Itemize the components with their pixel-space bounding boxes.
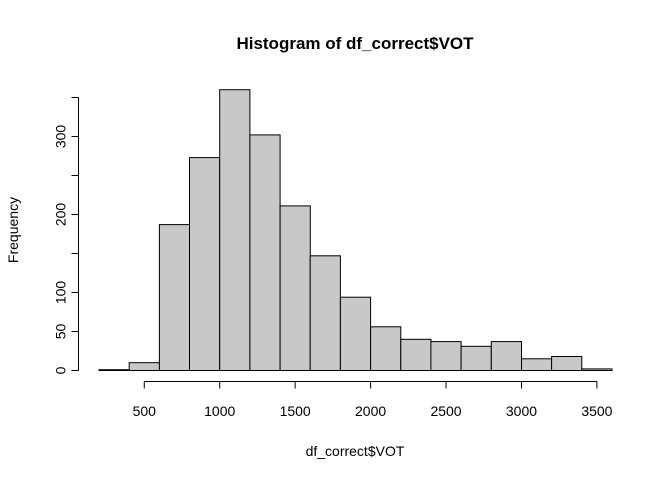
histogram-bar: [400, 338, 432, 371]
chart-title: Histogram of df_correct$VOT: [236, 34, 474, 53]
histogram-bar: [521, 358, 553, 371]
histogram-bar: [551, 356, 583, 371]
x-axis-label: df_correct$VOT: [306, 443, 405, 459]
x-tick-label: 2500: [430, 403, 461, 419]
histogram-bar: [370, 326, 402, 371]
histogram-bar: [189, 157, 221, 371]
y-tick-label: 50: [53, 324, 69, 340]
y-axis-label: Frequency: [5, 197, 21, 263]
histogram-bar: [309, 255, 341, 371]
y-tick-label: 200: [53, 203, 69, 227]
histogram-bar: [128, 362, 160, 372]
histogram-bar: [219, 89, 251, 371]
histogram-bar: [98, 369, 130, 372]
x-axis: 500 1000 1500 2000 2500 3000 3500: [133, 381, 613, 419]
histogram-bar: [279, 205, 311, 371]
histogram-bar: [430, 341, 462, 372]
y-tick-label: 0: [53, 366, 69, 374]
y-tick-label: 300: [53, 125, 69, 149]
y-axis: 0 50 100 200 300: [53, 97, 79, 374]
histogram-bar: [158, 224, 191, 371]
x-tick-label: 3000: [506, 403, 537, 419]
x-tick-label: 500: [133, 403, 157, 419]
x-tick-label: 3500: [581, 403, 612, 419]
y-tick-label: 100: [53, 281, 69, 305]
histogram-bar: [490, 341, 522, 372]
x-tick-label: 1000: [204, 403, 235, 419]
histogram-bar: [581, 368, 613, 371]
bars-group: [98, 89, 613, 372]
x-tick-label: 1500: [280, 403, 311, 419]
histogram-bar: [249, 134, 281, 371]
x-tick-label: 2000: [355, 403, 386, 419]
histogram-bar: [460, 345, 492, 371]
histogram-bar: [339, 296, 372, 372]
